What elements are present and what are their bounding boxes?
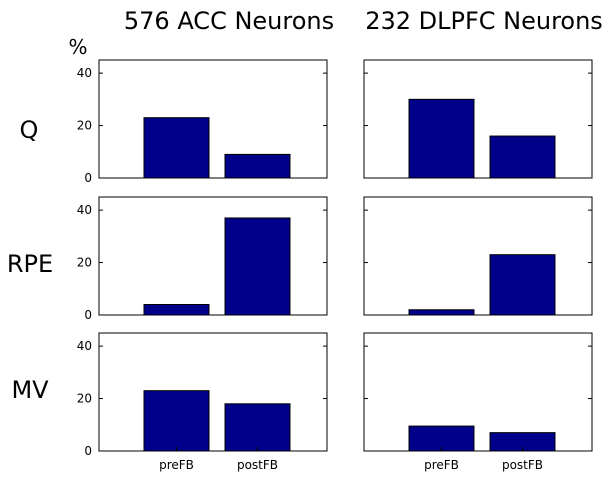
panel-frame-q-acc [98, 59, 328, 179]
ytick-label-rpe-acc-0: 0 [84, 308, 92, 322]
bar-rpe-dlpfc-prefb [408, 309, 475, 316]
bar-mv-acc-prefb [143, 390, 210, 452]
ytick-label-rpe-acc-20: 20 [77, 256, 92, 270]
ytick-label-mv-acc-0: 0 [84, 444, 92, 458]
panel-frame-rpe-dlpfc [363, 196, 593, 316]
panel-frame-q-dlpfc [363, 59, 593, 179]
bar-rpe-acc-postfb [224, 217, 291, 316]
ytick-label-mv-acc-20: 20 [77, 392, 92, 406]
bar-q-acc-prefb [143, 117, 210, 179]
bar-rpe-dlpfc-postfb [489, 254, 556, 316]
unit-label: % [68, 35, 87, 59]
column-title-dlpfc: 232 DLPFC Neurons [365, 7, 603, 35]
ytick-label-q-acc-20: 20 [77, 119, 92, 133]
xtick-label-mv-dlpfc-postfb: postFB [502, 458, 543, 472]
ytick-label-q-acc-0: 0 [84, 171, 92, 185]
ytick-label-q-acc-40: 40 [77, 66, 92, 80]
row-label-rpe: RPE [7, 250, 53, 278]
xtick-label-mv-acc-prefb: preFB [159, 458, 194, 472]
column-title-acc: 576 ACC Neurons [124, 7, 334, 35]
xtick-label-mv-acc-postfb: postFB [237, 458, 278, 472]
bar-q-dlpfc-prefb [408, 98, 475, 179]
ytick-label-mv-acc-40: 40 [77, 339, 92, 353]
xtick-label-mv-dlpfc-prefb: preFB [424, 458, 459, 472]
row-label-q: Q [20, 116, 39, 144]
ytick-label-rpe-acc-40: 40 [77, 203, 92, 217]
bar-q-dlpfc-postfb [489, 135, 556, 179]
panel-frame-mv-acc [98, 332, 328, 452]
bar-rpe-acc-prefb [143, 304, 210, 316]
bar-mv-acc-postfb [224, 403, 291, 452]
row-label-mv: MV [11, 376, 49, 404]
bar-mv-dlpfc-prefb [408, 425, 475, 452]
panel-frame-mv-dlpfc [363, 332, 593, 452]
bar-q-acc-postfb [224, 153, 291, 179]
panel-frame-rpe-acc [98, 196, 328, 316]
